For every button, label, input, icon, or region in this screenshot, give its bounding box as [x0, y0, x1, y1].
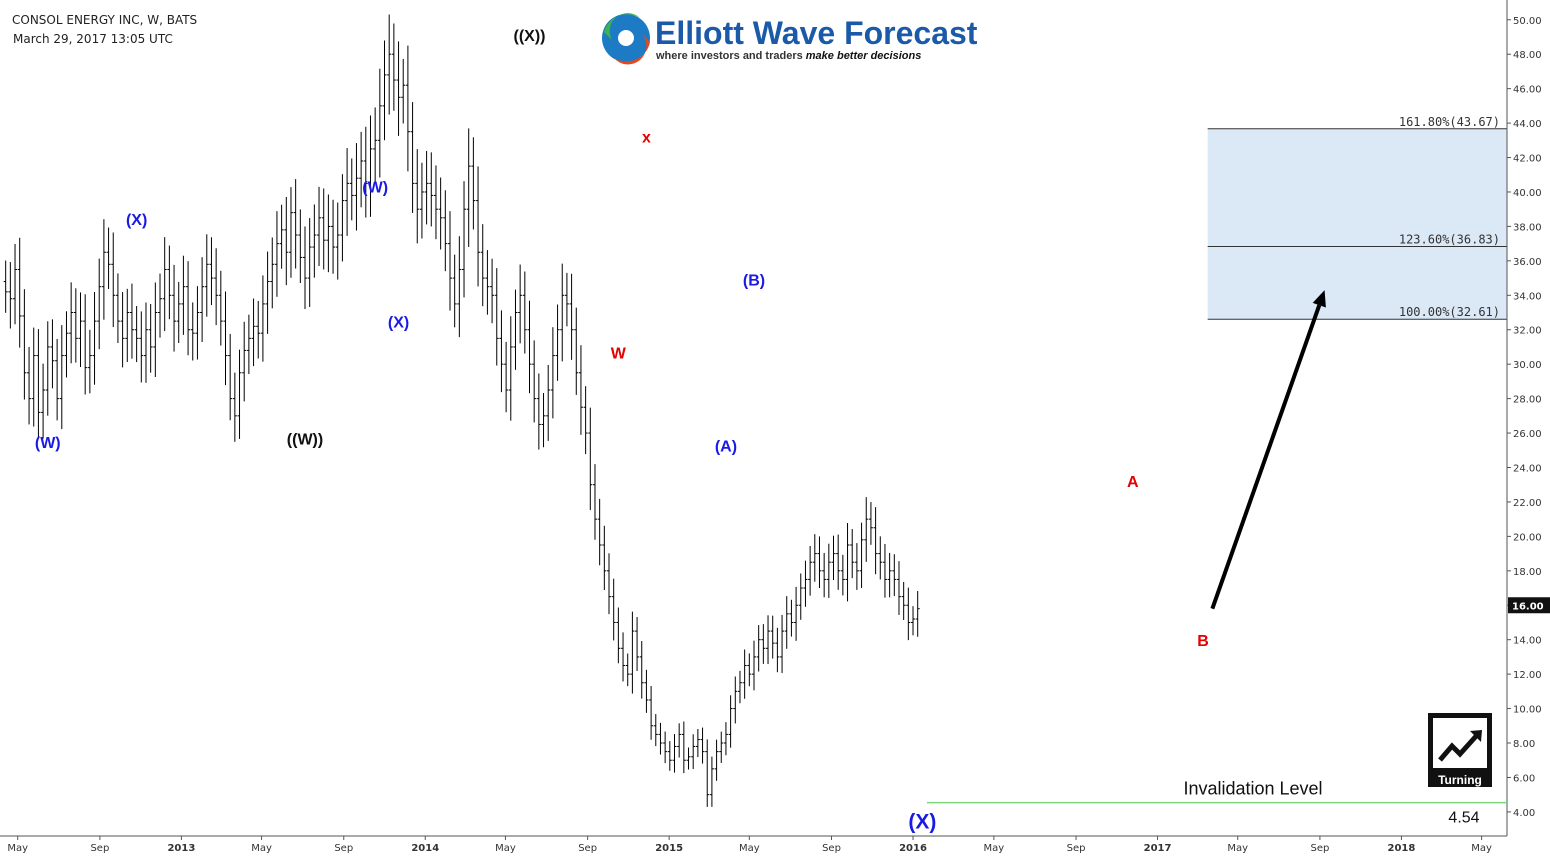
invalidation: Invalidation Level 4.54	[927, 779, 1507, 827]
projection-arrow	[1210, 290, 1326, 610]
y-tick-label: 10.00	[1513, 705, 1542, 716]
y-tick-label: 8.00	[1513, 739, 1535, 750]
x-tick-label: May	[984, 843, 1005, 854]
wave-label: (X)	[908, 811, 936, 834]
turning-badge: Turning	[1428, 713, 1492, 787]
x-tick-label: 2018	[1388, 843, 1416, 854]
target-zone	[1207, 128, 1507, 320]
y-axis: 4.00 6.00 8.00 10.00 12.00 14.00 16.00 18.00 20.…	[1506, 0, 1542, 836]
logo-swirl-icon	[602, 13, 650, 65]
wave-label: (W)	[362, 179, 388, 196]
wave-label: ((X))	[514, 28, 546, 45]
x-tick-label: May	[739, 843, 760, 854]
y-tick-label: 4.00	[1513, 808, 1535, 819]
fib-label: 100.00%(32.61)	[1399, 305, 1500, 319]
arrow-head	[1312, 290, 1326, 308]
invalidation-label: Invalidation Level	[1183, 779, 1322, 799]
wave-label: A	[1127, 474, 1139, 491]
logo-name: Elliott Wave Forecast	[655, 15, 978, 51]
y-tick-label: 12.00	[1513, 670, 1542, 681]
y-tick-label: 6.00	[1513, 773, 1535, 784]
wave-label: W	[611, 346, 627, 363]
y-tick-label: 42.00	[1513, 154, 1542, 165]
y-tick-label: 50.00	[1513, 16, 1542, 27]
wave-label: (X)	[388, 315, 409, 332]
x-tick-label: Sep	[1310, 843, 1329, 854]
x-tick-label: Sep	[90, 843, 109, 854]
wave-label: (A)	[715, 439, 737, 456]
x-tick-label: Sep	[1067, 843, 1086, 854]
y-tick-label: 32.00	[1513, 326, 1542, 337]
x-tick-label: Sep	[334, 843, 353, 854]
x-tick-label: Sep	[578, 843, 597, 854]
y-tick-label: 40.00	[1513, 188, 1542, 199]
current-price-label: 16.00	[1512, 601, 1544, 612]
y-tick-label: 38.00	[1513, 222, 1542, 233]
x-tick-label: 2016	[899, 843, 927, 854]
trend-arrow-icon	[1438, 730, 1482, 762]
invalidation-value: 4.54	[1448, 810, 1479, 827]
timestamp: March 29, 2017 13:05 UTC	[13, 32, 173, 46]
x-tick-label: Sep	[822, 843, 841, 854]
wave-label: (X)	[126, 212, 147, 229]
y-tick-label: 36.00	[1513, 257, 1542, 268]
y-tick-label: 48.00	[1513, 50, 1542, 61]
x-tick-label: May	[495, 843, 516, 854]
y-tick-label: 14.00	[1513, 636, 1542, 647]
y-tick-label: 18.00	[1513, 567, 1542, 578]
wave-labels: (W) (X) ((W)) (W) (X) ((X)) Wx (A) (B) (X) A B	[35, 28, 1209, 834]
y-tick-label: 34.00	[1513, 291, 1542, 302]
x-tick-label: May	[251, 843, 272, 854]
wave-label: x	[642, 129, 651, 146]
current-price-tag: 16.00	[1508, 597, 1550, 614]
wave-label: B	[1197, 633, 1209, 650]
x-tick-label: 2014	[411, 843, 439, 854]
y-tick-label: 22.00	[1513, 498, 1542, 509]
x-tick-label: 2015	[655, 843, 683, 854]
y-tick-label: 24.00	[1513, 463, 1542, 474]
wave-label: ((W))	[287, 432, 323, 449]
logo-tagline: where investors and traders make better …	[655, 50, 921, 62]
y-tick-label: 44.00	[1513, 119, 1542, 130]
fib-label: 123.60%(36.83)	[1399, 233, 1500, 247]
y-tick-label: 30.00	[1513, 360, 1542, 371]
ohlc-bars	[3, 14, 920, 807]
symbol-title: CONSOL ENERGY INC, W, BATS	[12, 13, 198, 27]
x-tick-label: 2013	[167, 843, 195, 854]
y-tick-label: 28.00	[1513, 395, 1542, 406]
logo: Elliott Wave Forecast where investors an…	[602, 13, 978, 65]
badge-label: Turning	[1438, 773, 1482, 787]
x-tick-label: May	[7, 843, 28, 854]
fib-levels: 161.80%(43.67) 123.60%(36.83) 100.00%(32.6…	[1207, 115, 1507, 320]
x-tick-label: May	[1227, 843, 1248, 854]
y-tick-label: 26.00	[1513, 429, 1542, 440]
y-tick-label: 46.00	[1513, 85, 1542, 96]
wave-label: (W)	[35, 435, 61, 452]
fib-label: 161.80%(43.67)	[1399, 115, 1500, 129]
x-tick-label: May	[1471, 843, 1492, 854]
y-tick-label: 20.00	[1513, 532, 1542, 543]
x-tick-label: 2017	[1144, 843, 1172, 854]
x-axis: May Sep 2013 May Sep 2014 May Sep 2015 May Sep 2016…	[0, 835, 1507, 854]
arrow-shaft	[1210, 304, 1322, 610]
wave-label: (B)	[743, 272, 765, 289]
